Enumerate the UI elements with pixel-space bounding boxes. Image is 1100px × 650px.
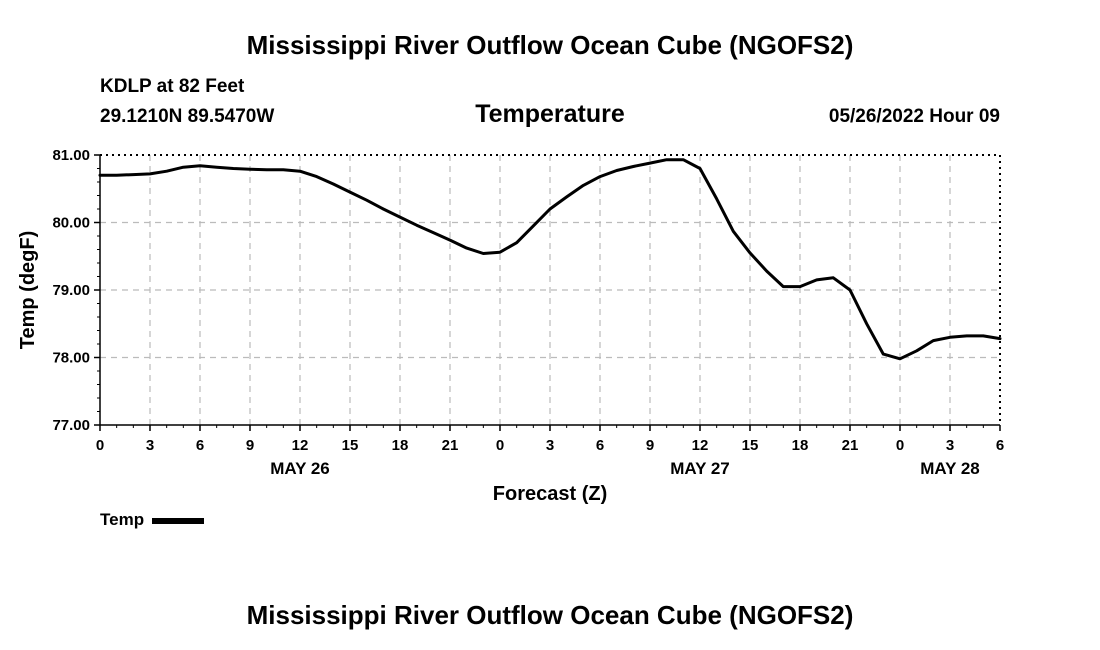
y-tick-label: 79.00: [52, 282, 90, 299]
temp-series-line: [98, 158, 1002, 361]
x-tick-label: 18: [792, 437, 809, 454]
y-tick-label: 80.00: [52, 215, 90, 232]
station-label: KDLP at 82 Feet: [100, 76, 245, 97]
datetime-label: 05/26/2022 Hour 09: [828, 106, 1000, 127]
x-tick-label: 6: [196, 437, 204, 454]
tick-labels: 77.00 78.00 79.00 80.00 81.00 0 3 6 9 12 15 18 21 0 3 6…: [52, 147, 1004, 478]
x-tick-label: 6: [996, 437, 1004, 454]
x-tick-label: 18: [392, 437, 409, 454]
x-tick-label: 12: [292, 437, 309, 454]
series-lines: [98, 158, 1002, 361]
footer-title: Mississippi River Outflow Ocean Cube (NG…: [246, 600, 854, 630]
x-tick-label: 0: [496, 437, 504, 454]
x-tick-label: 21: [842, 437, 859, 454]
y-tick-label: 81.00: [52, 147, 90, 164]
x-tick-label: 3: [146, 437, 154, 454]
y-tick-label: 78.00: [52, 350, 90, 367]
page-title: Mississippi River Outflow Ocean Cube (NG…: [246, 30, 854, 60]
legend-label: Temp: [100, 510, 145, 529]
x-tick-label: 3: [946, 437, 954, 454]
x-tick-label: 9: [246, 437, 254, 454]
coordinates-label: 29.1210N 89.5470W: [100, 106, 275, 127]
x-axis-label: Forecast (Z): [493, 483, 607, 505]
y-tick-label: 77.00: [52, 417, 90, 434]
x-tick-label: 0: [96, 437, 104, 454]
x-tick-label: 15: [342, 437, 359, 454]
x-tick-label: 3: [546, 437, 554, 454]
legend-swatch: [152, 517, 205, 524]
day-label: MAY 27: [670, 459, 730, 478]
x-tick-label: 0: [896, 437, 904, 454]
x-tick-label: 15: [742, 437, 759, 454]
variable-title: Temperature: [475, 100, 625, 128]
x-tick-label: 9: [646, 437, 654, 454]
axes: [94, 154, 1001, 431]
y-axis-label: Temp (degF): [17, 231, 39, 350]
x-tick-label: 21: [442, 437, 459, 454]
x-tick-label: 12: [692, 437, 709, 454]
grid-lines: [100, 155, 1000, 425]
legend: Temp: [100, 510, 205, 530]
day-label: MAY 28: [920, 459, 980, 478]
day-label: MAY 26: [270, 459, 330, 478]
x-tick-label: 6: [596, 437, 604, 454]
